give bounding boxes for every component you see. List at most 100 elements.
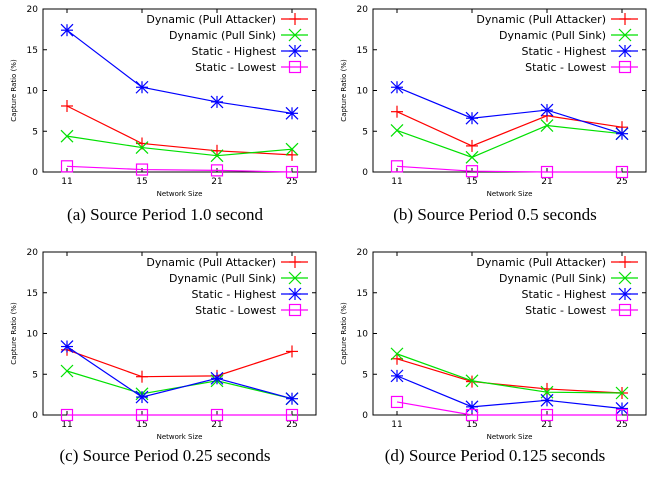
data-point [390, 395, 404, 409]
legend-marker [288, 303, 302, 317]
chart-svg: 0 5 10 15 20 11 15 21 25 Network Size Capture Rati… [340, 5, 647, 198]
y-tick-label: 0 [32, 411, 38, 421]
data-point [541, 382, 553, 395]
x-tick-label: 21 [211, 420, 222, 430]
legend-marker [288, 287, 302, 301]
legend-label: Static - Highest [521, 288, 606, 301]
series-line [396, 86, 623, 135]
y-axis-label: Capture Ratio (%) [340, 59, 348, 122]
series-dynamic-pull-sink [60, 129, 299, 163]
legend-marker [288, 60, 302, 74]
legend-marker [618, 60, 632, 74]
series-static-lowest [390, 395, 629, 422]
data-point [390, 347, 404, 361]
series-line [396, 111, 623, 147]
series-static-lowest [60, 160, 299, 179]
x-axis-label: Network Size [487, 433, 533, 441]
legend-label: Static - Highest [191, 288, 276, 301]
data-point [540, 103, 554, 117]
chart-svg: 0 5 10 15 20 11 15 21 25 Network Size Capture Rati… [340, 248, 647, 441]
x-tick-label: 15 [466, 177, 477, 187]
data-point [61, 99, 73, 112]
legend-marker [618, 44, 632, 58]
chart-panel-b: 0 5 10 15 20 11 15 21 25 Network Size Capture Rati… [330, 0, 660, 242]
data-point [465, 165, 479, 178]
data-point [540, 408, 554, 422]
y-tick-label: 15 [357, 289, 368, 299]
y-tick-label: 0 [362, 411, 368, 421]
series-line [396, 358, 623, 394]
legend-label: Dynamic (Pull Attacker) [476, 256, 606, 269]
y-tick-label: 15 [27, 46, 38, 56]
series-dynamic-pull-sink [390, 119, 629, 164]
x-tick-label: 15 [136, 420, 147, 430]
series-static-highest [60, 340, 299, 406]
legend-marker [288, 28, 302, 42]
data-point [285, 142, 299, 156]
chart-panel-a: 0 5 10 15 20 11 15 21 25 Network Size Capture Rati… [0, 0, 330, 242]
x-axis-label: Network Size [157, 190, 203, 198]
data-point [135, 80, 149, 94]
data-point [60, 364, 74, 378]
x-tick-label: 15 [136, 177, 147, 187]
legend-label: Static - Highest [191, 45, 276, 58]
y-tick-label: 5 [362, 127, 368, 137]
x-tick-label: 21 [211, 177, 222, 187]
series-dynamic-pull-sink [60, 364, 299, 406]
series-line [66, 349, 293, 378]
legend: Dynamic (Pull Attacker) Dynamic (Pull Sin… [146, 256, 308, 317]
y-tick-label: 20 [357, 5, 369, 15]
data-point [285, 408, 299, 422]
legend-marker [619, 13, 631, 25]
y-tick-label: 0 [362, 168, 368, 178]
caption-a: (a) Source Period 1.0 second [67, 205, 263, 224]
data-point [210, 95, 224, 109]
data-point [465, 150, 479, 164]
data-point [540, 165, 554, 179]
legend-label: Static - Lowest [195, 61, 277, 74]
data-point [465, 408, 479, 422]
data-point [615, 408, 629, 422]
y-tick-label: 0 [32, 168, 38, 178]
data-point [615, 127, 629, 141]
series-dynamic-pull-attacker [391, 352, 628, 399]
chart-svg: 0 5 10 15 20 11 15 21 25 Network Size Capture Rati… [10, 248, 317, 441]
data-point [615, 386, 629, 400]
y-tick-label: 20 [27, 248, 39, 258]
y-tick-label: 5 [362, 370, 368, 380]
data-point [210, 149, 224, 163]
y-tick-label: 15 [357, 46, 368, 56]
legend-label: Dynamic (Pull Attacker) [146, 256, 276, 269]
y-tick-label: 20 [357, 248, 369, 258]
series-line [66, 346, 293, 400]
series-line [66, 370, 293, 400]
legend-label: Static - Lowest [525, 304, 607, 317]
data-point [286, 148, 298, 161]
data-point [540, 119, 554, 132]
y-axis-label: Capture Ratio (%) [340, 302, 348, 365]
legend-marker [618, 303, 632, 317]
data-point [390, 369, 404, 383]
legend: Dynamic (Pull Attacker) Dynamic (Pull Sin… [146, 13, 308, 74]
legend: Dynamic (Pull Attacker) Dynamic (Pull Sin… [476, 13, 638, 74]
series-line [396, 375, 623, 410]
x-axis-label: Network Size [157, 433, 203, 441]
data-point [615, 165, 629, 179]
legend-label: Dynamic (Pull Attacker) [146, 13, 276, 26]
x-tick-label: 21 [541, 177, 552, 187]
caption-d: (d) Source Period 0.125 seconds [384, 446, 606, 465]
series-line [396, 353, 623, 394]
series-dynamic-pull-attacker [391, 105, 628, 152]
data-point [391, 352, 403, 365]
x-tick-label: 25 [616, 420, 627, 430]
legend-marker [619, 256, 631, 268]
chart-panel-d: 0 5 10 15 20 11 15 21 25 Network Size Capture Rati… [330, 243, 660, 485]
x-tick-label: 15 [466, 420, 477, 430]
legend: Dynamic (Pull Attacker) Dynamic (Pull Sin… [476, 256, 638, 317]
chart-svg: 0 5 10 15 20 11 15 21 25 Network Size Capture Rati… [10, 5, 317, 198]
data-point [390, 160, 404, 173]
chart-panel-c: 0 5 10 15 20 11 15 21 25 Network Size Capture Rati… [0, 243, 330, 485]
data-point [135, 390, 149, 404]
legend-marker [289, 13, 301, 25]
data-point [135, 141, 149, 154]
